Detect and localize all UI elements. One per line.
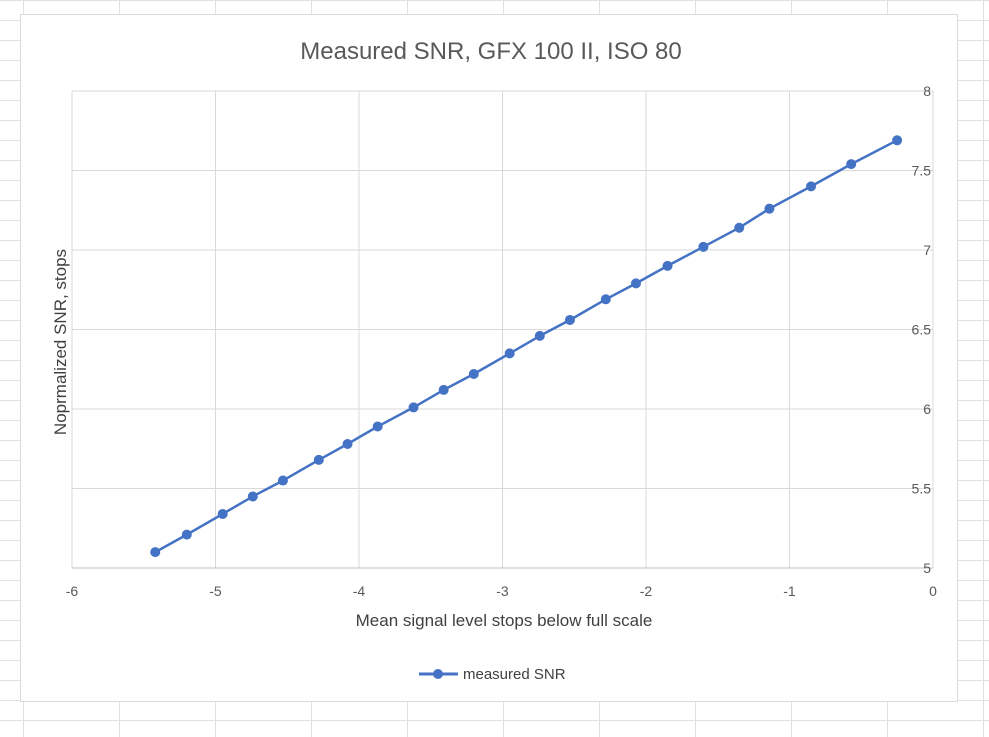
y-tick-label: 6.5	[912, 322, 932, 338]
data-point	[806, 181, 817, 192]
data-point	[698, 241, 709, 252]
data-point	[217, 508, 228, 519]
data-point	[468, 369, 479, 380]
chart-svg: Measured SNR, GFX 100 II, ISO 80 -6 -5 -4-…	[51, 38, 937, 683]
series-layer	[150, 135, 903, 558]
data-point	[247, 491, 258, 502]
data-point	[534, 330, 545, 341]
x-tick-label: -6	[66, 583, 79, 599]
data-point	[408, 402, 419, 413]
x-tick-label: -3	[496, 583, 509, 599]
y-tick-label: 5.5	[912, 481, 932, 497]
tick-labels: -6 -5 -4 -3 -2 -1 0 5 5.5 6 6.5 7 7.5 8	[66, 83, 937, 599]
legend-marker	[433, 669, 443, 679]
legend: measured SNR	[419, 666, 566, 683]
data-point	[277, 475, 288, 486]
data-point	[438, 384, 449, 395]
data-point	[662, 260, 673, 271]
legend-label: measured SNR	[463, 666, 566, 683]
data-point	[846, 159, 857, 170]
y-axis-title: Noprmalized SNR, stops	[51, 249, 70, 435]
data-point	[372, 421, 383, 432]
y-tick-label: 6	[923, 401, 931, 417]
x-axis-title: Mean signal level stops below full scale	[356, 611, 653, 630]
x-tick-label: -1	[783, 583, 796, 599]
data-point	[181, 529, 192, 540]
data-point	[564, 314, 575, 325]
x-tick-label: -4	[353, 583, 366, 599]
x-tick-label: -5	[209, 583, 222, 599]
data-point	[892, 135, 903, 146]
chart-area: Measured SNR, GFX 100 II, ISO 80 -6 -5 -4-…	[20, 14, 958, 702]
chart-title: Measured SNR, GFX 100 II, ISO 80	[300, 38, 682, 65]
data-point	[764, 203, 775, 214]
data-point	[313, 454, 324, 465]
series-line	[154, 139, 898, 554]
data-point	[630, 278, 641, 289]
data-point	[150, 547, 161, 558]
y-tick-label: 8	[923, 83, 931, 99]
data-point	[504, 348, 515, 359]
y-tick-label: 5	[923, 560, 931, 576]
x-tick-label: -2	[640, 583, 653, 599]
data-point	[600, 294, 611, 305]
gridlines	[71, 90, 934, 569]
y-tick-label: 7	[923, 242, 931, 258]
x-tick-label: 0	[929, 583, 937, 599]
y-tick-label: 7.5	[912, 163, 932, 179]
data-point	[734, 222, 745, 233]
data-point	[342, 438, 353, 449]
